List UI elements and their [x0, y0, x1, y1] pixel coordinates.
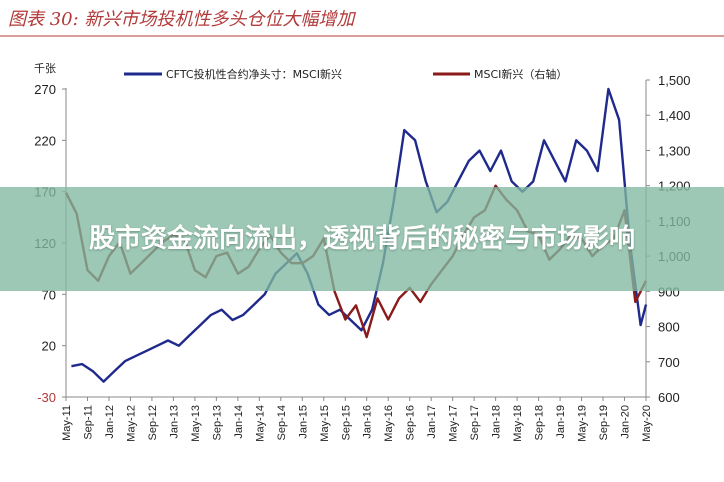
x-tick-label: Jan-17 [426, 405, 438, 439]
x-tick-label: May-11 [61, 405, 73, 441]
x-tick-label: Jan-16 [362, 405, 374, 439]
left-tick-label: -30 [37, 390, 56, 405]
right-tick-label: 700 [658, 355, 680, 370]
right-tick-label: 1,400 [658, 108, 691, 123]
left-tick-label: 20 [42, 339, 56, 354]
legend: CFTC投机性合约净头寸：MSCI新兴 MSCI新兴（右轴） [124, 67, 567, 81]
right-tick-label: 800 [658, 320, 680, 335]
x-tick-label: Sep-11 [82, 405, 94, 440]
right-tick-label: 1,300 [658, 143, 691, 158]
x-tick-label: May-15 [319, 405, 331, 442]
x-tick-label: May-13 [190, 405, 202, 442]
series-line-cftc [71, 87, 648, 383]
left-axis-unit: 千张 [34, 62, 56, 75]
x-tick-label: Jan-18 [491, 405, 503, 439]
x-tick-label: May-17 [448, 405, 460, 442]
x-tick-label: May-19 [577, 405, 589, 442]
x-axis-ticks: May-11 Sep-11 Jan-12 May-12 Sep-12 Jan-13 May-… [61, 397, 653, 442]
x-tick-label: Sep-12 [147, 405, 159, 440]
x-tick-label: Jan-12 [104, 405, 116, 439]
left-tick-label: 270 [34, 82, 56, 97]
x-tick-label: May-20 [641, 405, 653, 442]
x-tick-label: Sep-18 [534, 405, 546, 440]
x-tick-label: May-12 [125, 405, 137, 442]
headline-banner: 股市资金流向流出，透视背后的秘密与市场影响 [0, 187, 724, 291]
left-tick-label: 220 [34, 133, 56, 148]
x-tick-label: May-18 [512, 405, 524, 442]
x-tick-label: May-14 [254, 405, 266, 442]
x-tick-label: Sep-14 [276, 405, 288, 440]
x-tick-label: Sep-17 [469, 405, 481, 440]
headline-text: 股市资金流向流出，透视背后的秘密与市场影响 [88, 224, 635, 254]
x-tick-label: Sep-13 [211, 405, 223, 440]
right-tick-label: 1,500 [658, 73, 691, 88]
x-tick-label: Jan-20 [620, 405, 632, 439]
x-tick-label: May-16 [383, 405, 395, 442]
left-tick-label: 70 [42, 287, 56, 302]
legend-label-cftc: CFTC投机性合约净头寸：MSCI新兴 [166, 67, 342, 81]
x-tick-label: Jan-19 [555, 405, 567, 439]
x-tick-label: Jan-15 [297, 405, 309, 439]
x-tick-label: Sep-16 [405, 405, 417, 440]
x-tick-label: Sep-15 [340, 405, 352, 440]
right-tick-label: 600 [658, 390, 680, 405]
x-tick-label: Jan-14 [233, 405, 245, 439]
x-tick-label: Jan-13 [168, 405, 180, 439]
x-tick-label: Sep-19 [598, 405, 610, 440]
legend-label-msci: MSCI新兴（右轴） [474, 67, 567, 81]
chart-title: 图表 30: 新兴市场投机性多头仓位大幅增加 [8, 9, 356, 30]
